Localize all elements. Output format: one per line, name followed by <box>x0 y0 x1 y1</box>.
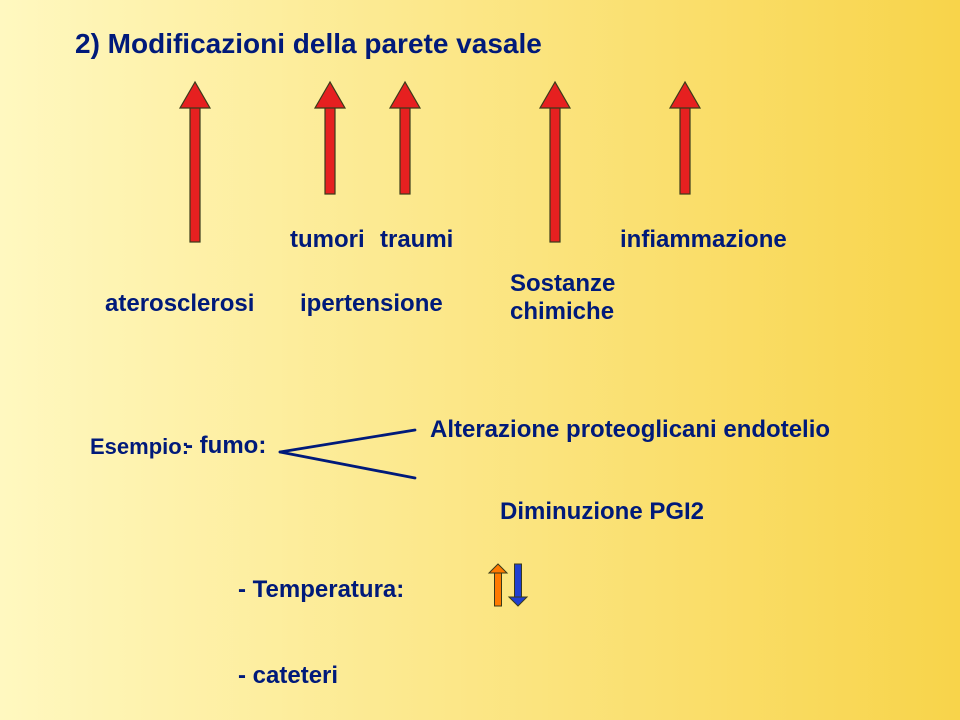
arrow-up-shaft-3 <box>550 107 560 242</box>
arrow-up-shaft-4 <box>680 107 690 194</box>
small-arrow-up-shaft <box>495 572 502 606</box>
label-alteraz: Alterazione proteoglicani endotelio <box>430 416 830 444</box>
label-sostanze: Sostanze <box>510 270 615 298</box>
label-fumo: - fumo: <box>185 432 266 460</box>
diagram-canvas <box>0 0 960 720</box>
branch-line-1 <box>280 452 415 478</box>
arrow-up-shaft-1 <box>325 107 335 194</box>
label-esempio: Esempio: <box>90 434 189 460</box>
label-infiamm: infiammazione <box>620 226 787 254</box>
arrow-up-head-2 <box>390 82 420 108</box>
label-ipertens: ipertensione <box>300 290 443 318</box>
arrow-up-head-3 <box>540 82 570 108</box>
label-chimiche: chimiche <box>510 298 614 326</box>
branch-line-0 <box>280 430 415 452</box>
label-traumi: traumi <box>380 226 453 254</box>
arrow-up-shaft-2 <box>400 107 410 194</box>
label-ateroscl: aterosclerosi <box>105 290 254 318</box>
arrow-up-shaft-0 <box>190 107 200 242</box>
small-arrow-down-icon <box>509 597 527 606</box>
label-temperat: - Temperatura: <box>238 576 404 604</box>
label-cateteri: - cateteri <box>238 662 338 690</box>
label-diminuz: Diminuzione PGI2 <box>500 498 704 526</box>
label-tumori: tumori <box>290 226 365 254</box>
small-arrow-down-shaft <box>515 564 522 598</box>
slide-title: 2) Modificazioni della parete vasale <box>75 28 542 60</box>
small-arrow-up-icon <box>489 564 507 573</box>
arrow-up-head-4 <box>670 82 700 108</box>
arrow-up-head-0 <box>180 82 210 108</box>
arrow-up-head-1 <box>315 82 345 108</box>
